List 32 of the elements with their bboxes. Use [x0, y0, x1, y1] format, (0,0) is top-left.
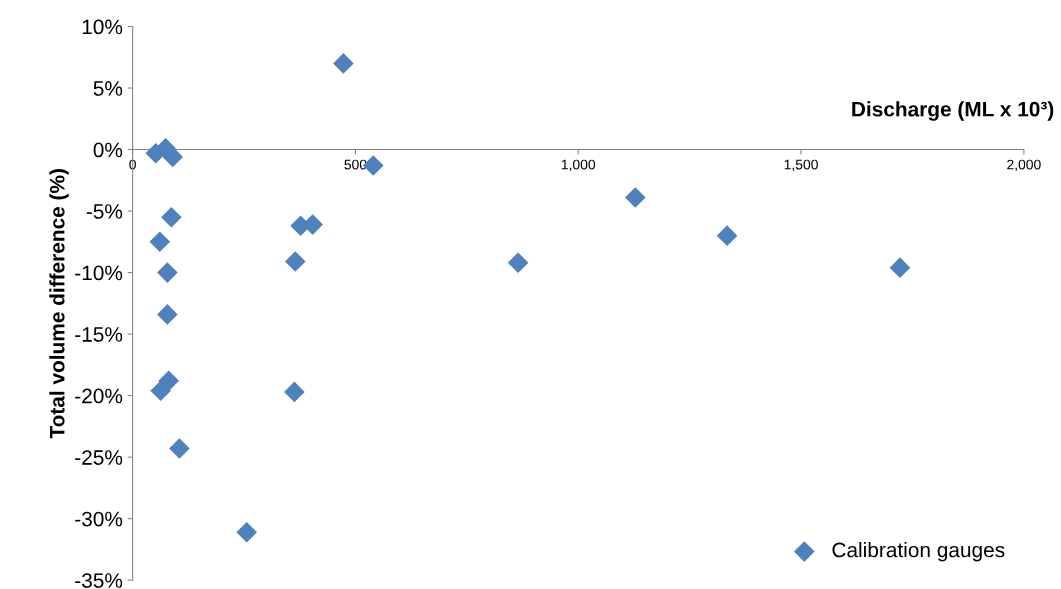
point [624, 187, 646, 208]
point [284, 251, 306, 272]
x-tick-label: 1,500 [784, 159, 818, 172]
y-tick-label: -35% [75, 573, 123, 588]
y-tick-label: 0% [93, 142, 123, 158]
point [157, 304, 178, 325]
y-tick-label: 5% [93, 81, 123, 96]
y-axis-title: Total volume difference (%) [49, 169, 69, 439]
point [716, 225, 738, 246]
point [284, 381, 305, 403]
point [161, 206, 182, 228]
y-tick-label: -20% [75, 388, 123, 404]
point [889, 257, 911, 278]
point [157, 262, 178, 283]
x-axis-title: Discharge (ML x 10³) [852, 101, 1054, 121]
point [150, 380, 171, 401]
point [169, 438, 190, 459]
y-tick-label: -15% [75, 327, 123, 342]
y-tick-label: -30% [75, 511, 123, 527]
point [162, 146, 184, 168]
y-tick-label: -5% [86, 204, 123, 219]
y-tick-label: -10% [75, 265, 123, 281]
y-tick-label: -25% [75, 450, 123, 465]
legend-label: Calibration gauges [832, 541, 1005, 562]
x-tick-label: 0 [129, 159, 136, 170]
point [333, 53, 354, 74]
x-tick-label: 2,000 [1007, 159, 1041, 172]
point [149, 231, 171, 253]
y-tick-label: 10% [82, 19, 123, 35]
x-tick-label: 1,000 [561, 159, 596, 172]
point [236, 521, 257, 543]
point [507, 252, 529, 274]
